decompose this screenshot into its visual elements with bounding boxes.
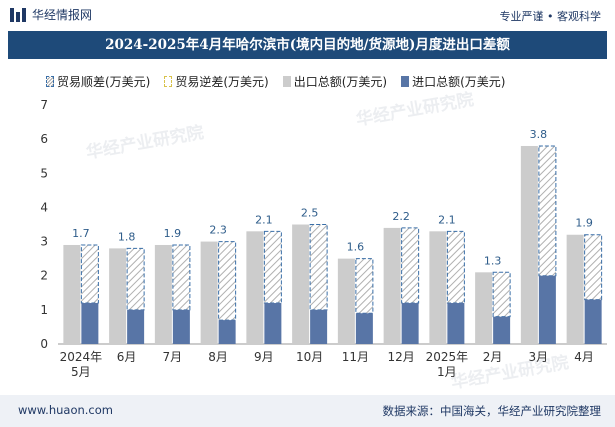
data-label: 2.3	[209, 224, 227, 237]
data-label: 1.9	[164, 227, 182, 240]
y-tick-label: 7	[40, 98, 48, 112]
legend-deficit-swatch	[164, 76, 173, 87]
x-tick-label: 2025年 1月	[426, 350, 469, 379]
y-tick-label: 5	[40, 166, 48, 180]
y-tick-label: 6	[40, 132, 48, 146]
export-bar	[566, 234, 584, 344]
surplus-bar	[446, 230, 465, 304]
import-bar	[401, 303, 419, 344]
x-tick-label: 8月	[208, 350, 228, 364]
surplus-bar	[492, 271, 511, 318]
legend-import: 进口总额(万美元)	[401, 73, 506, 90]
import-bar	[127, 309, 145, 344]
surplus-bar	[263, 230, 282, 304]
surplus-bar	[80, 244, 99, 304]
import-bar	[218, 320, 236, 344]
x-tick-label: 6月	[117, 350, 137, 364]
surplus-bar	[172, 244, 191, 311]
import-bar	[172, 309, 190, 344]
data-label: 2.1	[255, 213, 273, 226]
import-bar	[493, 316, 511, 344]
chart-title: 2024-2025年4月年哈尔滨市(境内目的地/货源地)月度进出口差额	[8, 31, 607, 59]
surplus-bar	[218, 241, 237, 321]
legend-surplus: 贸易顺差(万美元)	[46, 73, 150, 90]
header-tags: 专业严谨 • 客观科学	[499, 10, 601, 23]
data-label: 2.5	[301, 207, 319, 220]
export-bar	[246, 231, 264, 344]
brand-logo-icon	[10, 7, 26, 22]
data-label: 1.9	[575, 217, 593, 230]
import-bar	[264, 303, 282, 344]
import-bar	[584, 299, 602, 344]
export-bar	[383, 227, 401, 344]
import-bar	[355, 313, 373, 344]
x-tick-label: 3月	[529, 350, 549, 364]
data-label: 1.6	[347, 241, 365, 254]
export-bar	[337, 258, 355, 344]
y-tick-label: 2	[40, 269, 48, 283]
data-label: 3.8	[530, 128, 548, 141]
legend-deficit-label: 贸易逆差(万美元)	[175, 75, 269, 89]
data-label: 2.2	[392, 210, 410, 223]
footer-source: 数据来源：中国海关，华经产业研究院整理	[382, 404, 602, 418]
x-tick-label: 10月	[296, 350, 323, 364]
x-tick-label: 4月	[574, 350, 594, 364]
export-bar	[475, 272, 493, 344]
surplus-bar	[126, 247, 145, 311]
import-bar	[538, 275, 556, 344]
footer-website[interactable]: www.huaon.com	[18, 403, 113, 417]
surplus-bar	[584, 234, 603, 301]
import-bar	[81, 303, 99, 344]
bar-chart: 0 1 2 3 4 5 6 7 1.7 2024年 5月 1.8 6月 1.9 7月 2.3 8月 2.1 9月 2…	[40, 98, 607, 379]
x-tick-label: 2024年 5月	[60, 350, 103, 379]
export-bar	[109, 248, 127, 344]
y-tick-label: 3	[40, 235, 48, 249]
data-label: 2.1	[438, 213, 456, 226]
x-tick-label: 7月	[163, 350, 183, 364]
top-bar: 华经情报网 专业严谨 • 客观科学	[0, 0, 615, 30]
legend-import-swatch	[401, 76, 410, 87]
x-tick-label: 11月	[342, 350, 369, 364]
legend-surplus-label: 贸易顺差(万美元)	[57, 75, 151, 89]
footer: www.huaon.com 数据来源：中国海关，华经产业研究院整理	[0, 395, 615, 427]
import-bar	[310, 309, 328, 344]
export-bar	[292, 224, 310, 344]
brand: 华经情报网	[10, 6, 92, 23]
data-label: 1.3	[484, 254, 502, 267]
legend-import-label: 进口总额(万美元)	[412, 75, 506, 89]
chart-legend: 贸易顺差(万美元) 贸易逆差(万美元) 出口总额(万美元) 进口总额(万美元)	[46, 73, 506, 90]
x-tick-label: 2月	[483, 350, 503, 364]
legend-surplus-swatch	[46, 76, 54, 87]
surplus-bar	[309, 224, 328, 311]
import-bar	[447, 303, 465, 344]
legend-export-label: 出口总额(万美元)	[293, 75, 388, 89]
surplus-bar	[355, 258, 374, 314]
export-bar	[200, 241, 218, 344]
y-tick-label: 4	[40, 200, 48, 214]
y-tick-label: 1	[40, 303, 48, 317]
data-label: 1.8	[118, 230, 136, 243]
legend-export-swatch	[282, 76, 291, 87]
x-tick-label: 9月	[254, 350, 274, 364]
export-bar	[520, 145, 538, 344]
export-bar	[154, 244, 172, 344]
legend-deficit: 贸易逆差(万美元)	[164, 73, 269, 90]
x-tick-label: 12月	[387, 350, 414, 364]
export-bar	[63, 244, 81, 344]
y-tick-label: 0	[40, 337, 48, 351]
surplus-bar	[401, 227, 420, 304]
export-bar	[429, 231, 447, 344]
surplus-bar	[538, 145, 557, 277]
brand-name: 华经情报网	[32, 8, 93, 22]
data-label: 1.7	[72, 227, 90, 240]
legend-export: 出口总额(万美元)	[282, 73, 388, 90]
